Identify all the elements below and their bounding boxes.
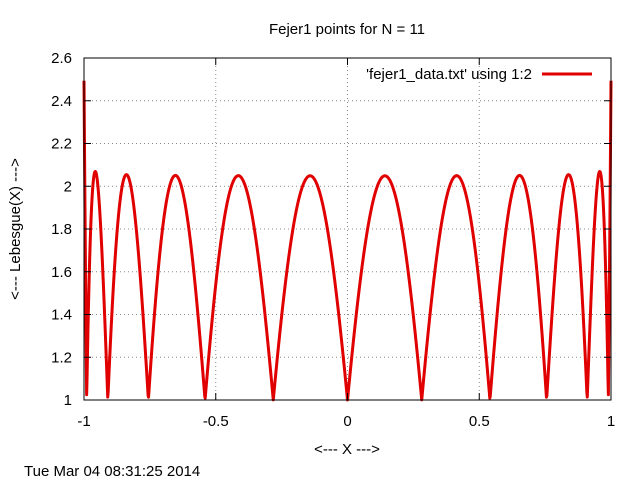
x-tick-label: 0 bbox=[343, 413, 351, 430]
y-tick-label: 1.6 bbox=[51, 264, 72, 281]
chart-title: Fejer1 points for N = 11 bbox=[269, 21, 425, 38]
y-tick-label: 2.6 bbox=[51, 50, 72, 67]
legend: 'fejer1_data.txt' using 1:2 bbox=[366, 66, 592, 83]
y-tick-label: 1.4 bbox=[51, 307, 72, 324]
legend-label: 'fejer1_data.txt' using 1:2 bbox=[366, 66, 532, 83]
y-tick-label: 1.8 bbox=[51, 221, 72, 238]
y-tick-label: 2.4 bbox=[51, 93, 72, 110]
x-tick-label: -1 bbox=[77, 413, 90, 430]
grid-lines bbox=[84, 58, 611, 400]
y-tick-label: 1 bbox=[64, 392, 72, 409]
x-tick-label: 0.5 bbox=[469, 413, 490, 430]
series-line bbox=[82, 80, 613, 402]
x-tick-label: -0.5 bbox=[203, 413, 229, 430]
tick-layer: -1 -0.5 0 0.5 1 1 1.2 1.4 1.6 1.8 2 2.2 2.4 2.6 bbox=[51, 50, 615, 430]
y-axis-label: <--- Lebesgue(X) ---> bbox=[7, 158, 24, 300]
y-tick-label: 2.2 bbox=[51, 136, 72, 153]
y-tick-label: 1.2 bbox=[51, 349, 72, 366]
timestamp: Tue Mar 04 08:31:25 2014 bbox=[24, 463, 200, 480]
series-layer bbox=[82, 80, 613, 402]
y-tick-label: 2 bbox=[64, 178, 72, 195]
x-tick-label: 1 bbox=[607, 413, 615, 430]
x-axis-label: <--- X ---> bbox=[314, 441, 380, 458]
